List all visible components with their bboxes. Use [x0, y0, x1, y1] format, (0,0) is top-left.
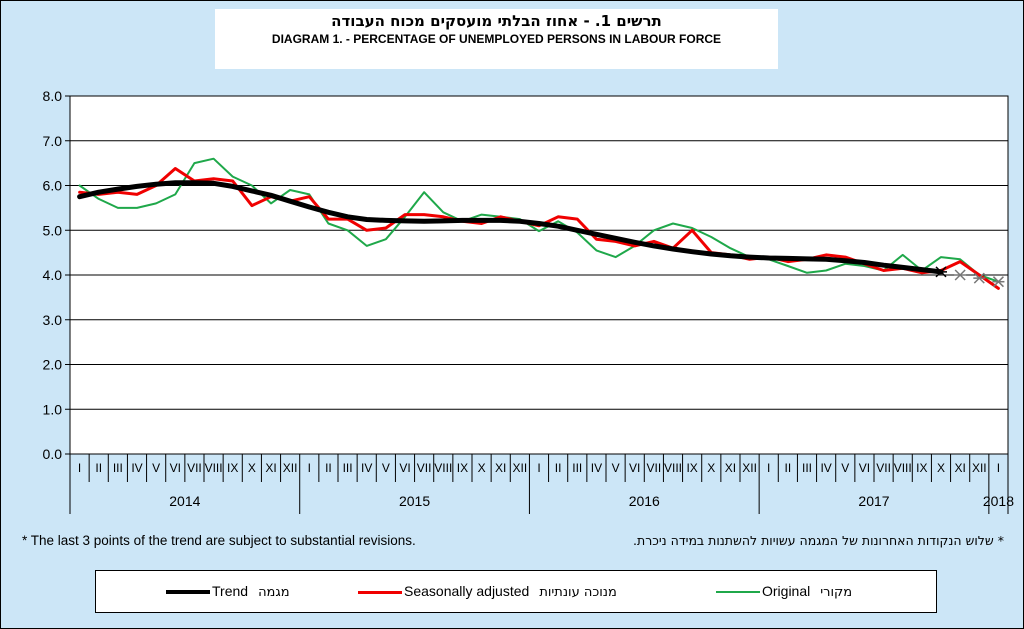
x-tick-label: III	[802, 461, 812, 475]
x-tick-label: XI	[495, 461, 506, 475]
x-tick-label: VII	[876, 461, 891, 475]
legend-label-original-hebrew: מקורי	[820, 585, 853, 600]
x-tick-label: VIII	[205, 461, 223, 475]
y-tick-label: 5.0	[43, 222, 63, 238]
x-tick-label: IV	[820, 461, 831, 475]
x-tick-label: III	[113, 461, 123, 475]
x-tick-label: II	[555, 461, 562, 475]
y-tick-label: 6.0	[43, 178, 63, 194]
legend-swatch-seasonally-adjusted	[358, 590, 402, 594]
x-tick-label: XI	[265, 461, 276, 475]
year-label: 2014	[169, 493, 200, 509]
trend-revised-point	[954, 269, 967, 281]
legend-label-seasonally-adjusted: Seasonally adjusted	[404, 583, 530, 599]
y-tick-label: 1.0	[43, 401, 63, 417]
x-tick-label: XII	[972, 461, 987, 475]
x-tick-label: IX	[457, 461, 468, 475]
x-tick-label: X	[707, 461, 715, 475]
y-tick-label: 8.0	[43, 88, 63, 104]
x-tick-label: IX	[686, 461, 697, 475]
x-tick-label: VI	[629, 461, 640, 475]
trend-revised-point	[973, 272, 986, 284]
x-tick-label: IV	[361, 461, 372, 475]
y-tick-label: 3.0	[43, 312, 63, 328]
x-tick-label: I	[997, 461, 1000, 475]
x-tick-label: X	[248, 461, 256, 475]
x-tick-label: XII	[513, 461, 528, 475]
x-tick-label: XI	[725, 461, 736, 475]
x-tick-label: VIII	[664, 461, 682, 475]
x-tick-label: I	[308, 461, 311, 475]
legend-item-original: Original מקורי	[716, 583, 852, 600]
x-tick-label: X	[937, 461, 945, 475]
x-tick-label: I	[78, 461, 81, 475]
year-label: 2018	[983, 493, 1014, 509]
x-tick-label: X	[478, 461, 486, 475]
x-tick-label: I	[767, 461, 770, 475]
x-tick-label: XII	[283, 461, 298, 475]
x-tick-label: VII	[647, 461, 662, 475]
x-tick-label: III	[572, 461, 582, 475]
x-tick-label: II	[785, 461, 792, 475]
x-tick-label: VIII	[894, 461, 912, 475]
x-tick-label: VI	[399, 461, 410, 475]
chart-title: DIAGRAM 1. - PERCENTAGE OF UNEMPLOYED PE…	[271, 32, 722, 46]
y-tick-label: 0.0	[43, 446, 63, 462]
y-tick-label: 2.0	[43, 357, 63, 373]
x-tick-label: VII	[417, 461, 432, 475]
chart-title-box: תרשים 1. - אחוז הבלתי מועסקים מכוח העבוד…	[215, 9, 778, 69]
y-tick-label: 4.0	[43, 267, 63, 283]
line-chart: 0.01.02.03.04.05.06.07.08.0I II III IV V VI VI…	[43, 88, 1014, 514]
legend-label-trend-hebrew: מגמה	[258, 585, 290, 600]
revision-note-english: * The last 3 points of the trend are sub…	[22, 533, 416, 548]
y-tick-label: 7.0	[43, 133, 63, 149]
trend-revised-point	[992, 276, 1005, 288]
x-tick-label: IV	[591, 461, 602, 475]
series-line-original	[78, 157, 1000, 283]
x-tick-label: IX	[227, 461, 238, 475]
x-tick-label: IX	[916, 461, 927, 475]
x-tick-label: VI	[170, 461, 181, 475]
x-tick-label: VIII	[434, 461, 452, 475]
x-tick-label: VII	[187, 461, 202, 475]
legend: Trend מגמה Seasonally adjusted מנוכה עונתי…	[95, 570, 937, 613]
series-line-trend	[77, 180, 944, 275]
legend-label-seasonally-adjusted-hebrew: מנוכה עונתיות	[539, 585, 617, 600]
x-tick-label: V	[612, 461, 620, 475]
legend-item-seasonally-adjusted: Seasonally adjusted מנוכה עונתיות	[358, 583, 617, 600]
x-tick-label: IV	[131, 461, 142, 475]
x-tick-label: II	[95, 461, 102, 475]
x-tick-label: XII	[742, 461, 757, 475]
year-label: 2017	[858, 493, 889, 509]
x-tick-label: XI	[954, 461, 965, 475]
x-tick-label: II	[325, 461, 332, 475]
trend-revised-point	[935, 266, 947, 278]
x-tick-label: I	[537, 461, 540, 475]
x-tick-label: V	[382, 461, 390, 475]
revision-note-hebrew: * שלוש הנקודות האחרונות של המגמה עשויות …	[633, 533, 1004, 548]
legend-swatch-original	[716, 591, 760, 594]
x-tick-label: V	[152, 461, 160, 475]
year-label: 2015	[399, 493, 430, 509]
legend-swatch-trend	[166, 590, 210, 595]
x-tick-label: VI	[859, 461, 870, 475]
x-tick-label: III	[343, 461, 353, 475]
legend-label-trend: Trend	[212, 583, 249, 599]
chart-title-hebrew: תרשים 1. - אחוז הבלתי מועסקים מכוח העבוד…	[331, 12, 662, 30]
year-label: 2016	[629, 493, 660, 509]
legend-item-trend: Trend מגמה	[166, 583, 290, 600]
x-tick-label: V	[841, 461, 849, 475]
legend-label-original: Original	[762, 583, 811, 599]
